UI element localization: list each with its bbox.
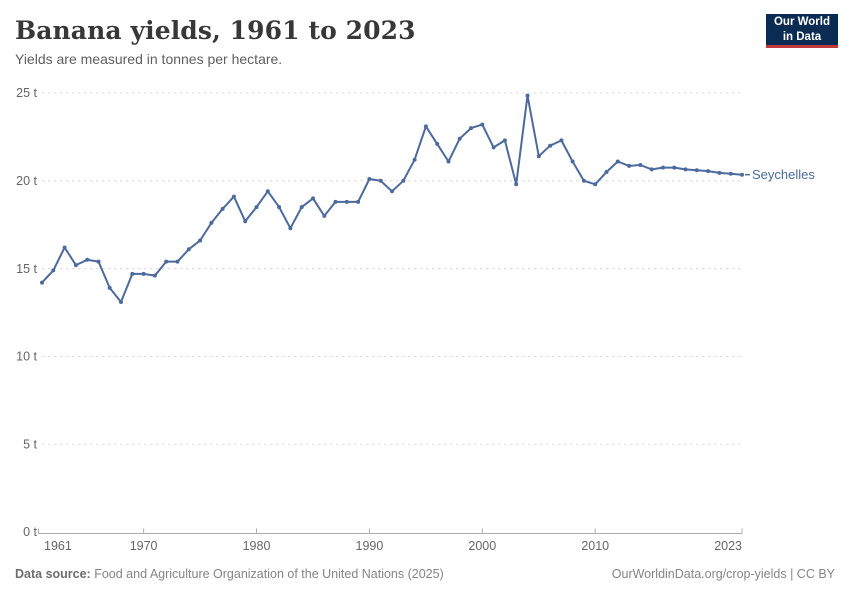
chart-subtitle: Yields are measured in tonnes per hectar… [15,51,283,67]
y-tick-label: 0 t [23,525,37,539]
data-point[interactable] [322,213,327,218]
owid-logo-line1: Our World [773,16,830,29]
data-point[interactable] [457,136,462,141]
data-point[interactable] [311,196,315,201]
data-point[interactable] [288,226,293,231]
x-tick-label: 1961 [44,539,72,553]
data-point[interactable] [502,138,507,143]
data-point[interactable] [220,206,225,211]
x-tick-label: 1990 [356,539,384,553]
x-tick-label: 1980 [243,539,271,553]
data-point[interactable] [141,271,146,276]
data-point[interactable] [469,126,473,131]
data-point[interactable] [446,159,451,164]
attribution-link[interactable]: OurWorldinData.org/crop-yields | CC BY [611,567,835,581]
data-point[interactable] [401,178,406,183]
data-point[interactable] [231,194,236,199]
data-point[interactable] [40,280,44,285]
data-point[interactable] [627,163,632,168]
data-point[interactable] [51,268,56,273]
data-point[interactable] [706,169,711,174]
data-point[interactable] [73,263,78,268]
data-source: Data source: Food and Agriculture Organi… [15,567,444,581]
data-point[interactable] [740,172,744,177]
owid-logo[interactable]: Our World in Data [766,14,838,48]
data-point[interactable] [85,257,90,262]
data-point[interactable] [130,271,135,276]
data-point[interactable] [559,138,564,143]
data-point[interactable] [164,259,169,264]
owid-logo-line2: in Data [782,30,822,43]
data-point[interactable] [265,189,270,194]
series-label-seychelles[interactable]: Seychelles [752,167,815,182]
data-source-text: Food and Agriculture Organization of the… [94,567,444,581]
data-point[interactable] [683,167,688,172]
data-point[interactable] [107,285,112,290]
data-point[interactable] [62,245,67,250]
data-point[interactable] [175,259,180,264]
data-point[interactable] [536,154,541,159]
data-point[interactable] [581,178,586,183]
data-point[interactable] [277,205,282,210]
data-point[interactable] [356,199,361,204]
chart-footer: Data source: Food and Agriculture Organi… [15,567,835,581]
data-point[interactable] [548,143,553,148]
x-tick-label: 2000 [468,539,496,553]
data-point[interactable] [593,182,598,187]
data-point[interactable] [435,141,440,146]
data-point[interactable] [694,168,699,173]
data-point[interactable] [152,273,157,278]
x-tick-label: 1970 [130,539,158,553]
data-point[interactable] [209,220,214,225]
data-point[interactable] [480,122,485,127]
data-point[interactable] [333,199,338,204]
data-point[interactable] [254,205,259,210]
series-line-seychelles[interactable] [41,94,743,303]
data-point[interactable] [198,238,203,243]
data-point[interactable] [344,199,349,204]
y-tick-label: 10 t [16,350,37,364]
x-tick-label: 2023 [714,539,742,553]
data-point[interactable] [604,170,609,174]
data-point[interactable] [491,145,496,150]
data-point[interactable] [514,182,519,187]
data-point[interactable] [96,259,101,264]
data-point[interactable] [390,189,394,194]
data-point[interactable] [378,178,383,183]
data-point[interactable] [367,177,372,181]
data-point[interactable] [299,205,304,210]
data-point[interactable] [638,163,643,167]
data-point[interactable] [661,165,665,170]
page-title: Banana yields, 1961 to 2023 [15,16,416,45]
y-tick-label: 15 t [16,262,37,276]
x-tick-label: 2010 [581,539,609,553]
data-point[interactable] [243,219,248,224]
data-point[interactable] [423,124,428,129]
y-tick-label: 25 t [16,86,37,100]
data-point[interactable] [717,170,722,175]
data-point[interactable] [119,300,123,304]
data-point[interactable] [186,247,191,252]
data-point[interactable] [728,171,733,176]
data-point[interactable] [570,159,575,164]
data-point[interactable] [525,93,530,98]
data-source-label: Data source: [15,567,91,581]
data-point[interactable] [672,165,677,170]
y-tick-label: 20 t [16,174,37,188]
data-point[interactable] [412,157,417,162]
data-point[interactable] [615,159,620,164]
data-point[interactable] [649,167,654,172]
y-tick-label: 5 t [23,437,37,451]
